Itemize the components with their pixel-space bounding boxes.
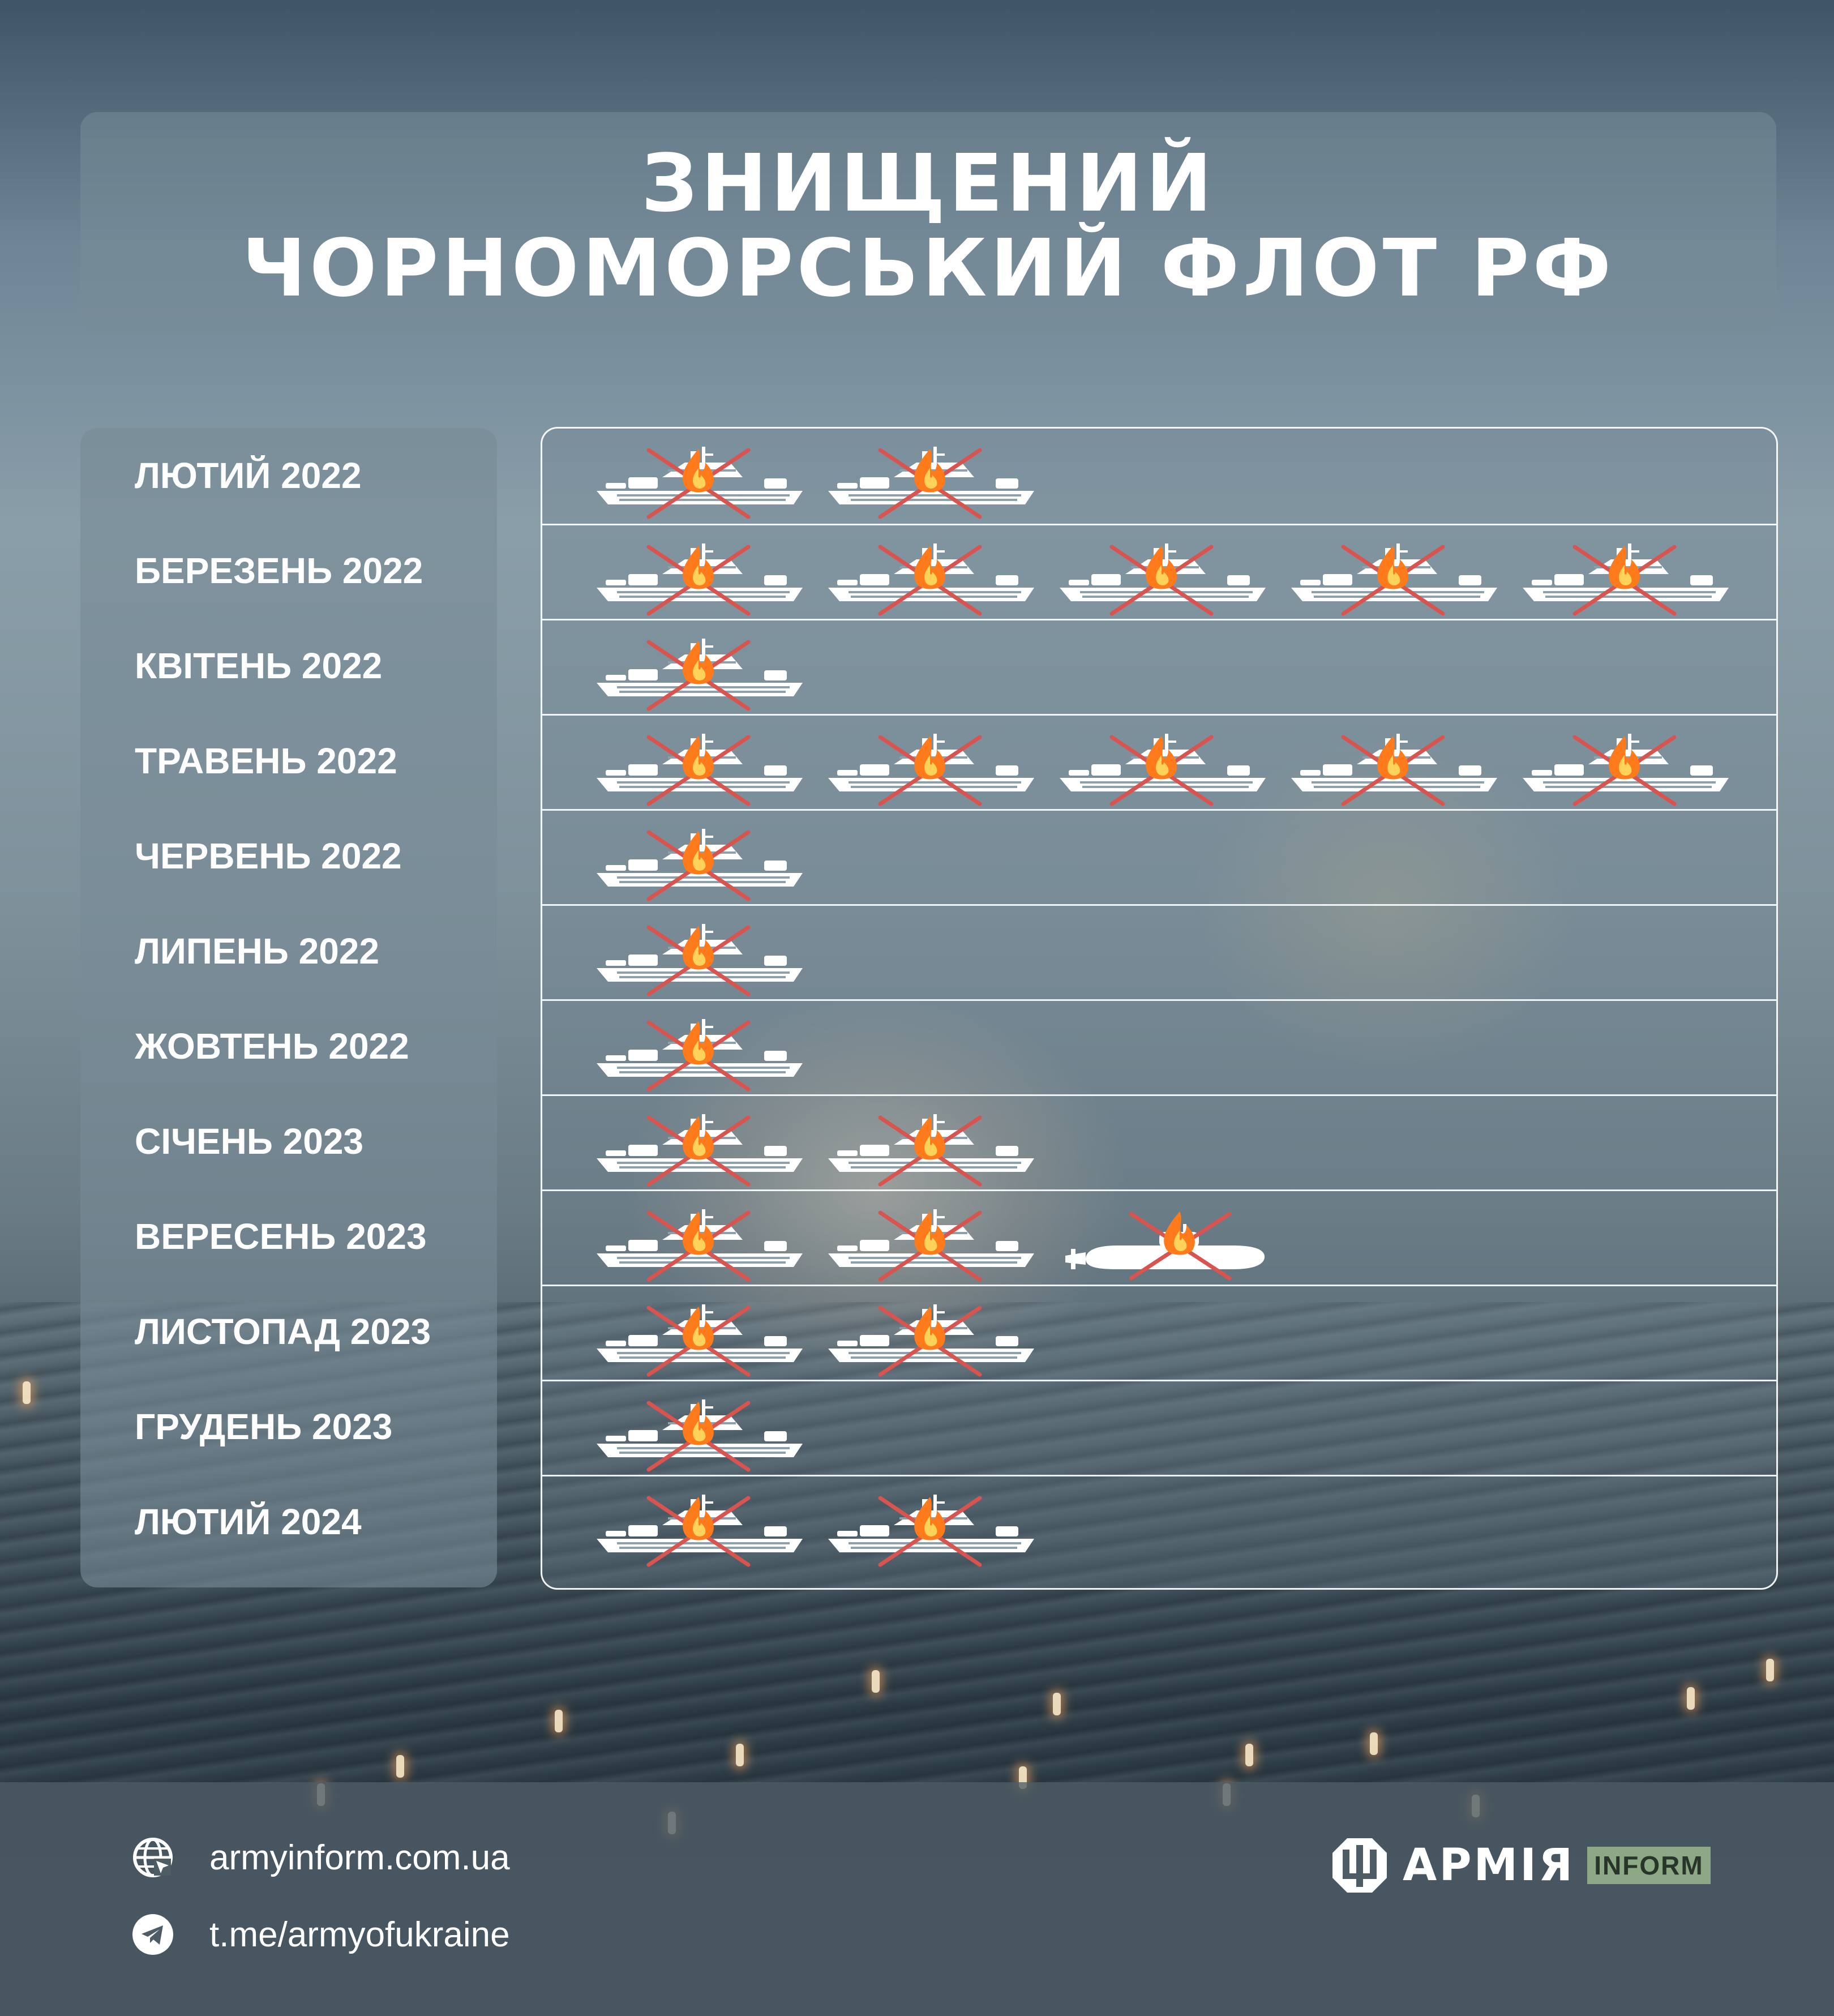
month-label: КВІТЕНЬ 2022 xyxy=(135,645,383,686)
burning-ship-crossed-icon xyxy=(826,1303,1036,1377)
burning-ship-crossed-icon xyxy=(594,1208,805,1282)
month-label: ЛЮТИЙ 2024 xyxy=(135,1501,362,1542)
month-label: ВЕРЕСЕНЬ 2023 xyxy=(135,1216,427,1257)
burning-ship-crossed-icon xyxy=(826,1113,1036,1187)
losses-row xyxy=(542,714,1776,811)
spark xyxy=(1766,1659,1774,1681)
losses-row xyxy=(542,1189,1776,1286)
burning-ship-crossed-icon xyxy=(594,1493,805,1567)
burning-ship-crossed-icon xyxy=(594,1398,805,1472)
losses-row xyxy=(542,429,1776,524)
trident-emblem-icon xyxy=(1332,1838,1387,1893)
burning-ship-crossed-icon xyxy=(594,637,805,711)
losses-row xyxy=(542,1380,1776,1476)
month-label: ЛИСТОПАД 2023 xyxy=(135,1311,431,1352)
losses-grid xyxy=(541,427,1778,1590)
losses-row xyxy=(542,524,1776,620)
burning-ship-crossed-icon xyxy=(594,1018,805,1092)
burning-ship-crossed-icon xyxy=(1057,733,1268,806)
burning-ship-crossed-icon xyxy=(594,923,805,996)
burning-ship-crossed-icon xyxy=(594,446,805,519)
spark xyxy=(1245,1744,1253,1766)
spark xyxy=(555,1710,563,1732)
telegram-link[interactable]: t.me/armyofukraine xyxy=(131,1909,510,1960)
burning-ship-crossed-icon xyxy=(594,542,805,616)
month-label: ТРАВЕНЬ 2022 xyxy=(135,741,397,781)
page-title-line-2: ЧОРНОМОРСЬКИЙ ФЛОТ РФ xyxy=(242,222,1615,315)
brand-name: АРМІЯ xyxy=(1403,1840,1575,1891)
month-label: БЕРЕЗЕНЬ 2022 xyxy=(135,550,423,591)
page-title-line-1: ЗНИЩЕНИЙ xyxy=(641,138,1216,230)
month-label: ЖОВТЕНЬ 2022 xyxy=(135,1026,409,1067)
months-column: ЛЮТИЙ 2022 БЕРЕЗЕНЬ 2022 КВІТЕНЬ 2022 ТРАВЕ… xyxy=(80,428,497,1587)
burning-ship-crossed-icon xyxy=(594,1303,805,1377)
spark xyxy=(872,1670,880,1693)
website-text: armyinform.com.ua xyxy=(209,1838,510,1877)
telegram-icon xyxy=(132,1914,173,1955)
telegram-text: t.me/armyofukraine xyxy=(209,1915,510,1954)
losses-row xyxy=(542,619,1776,716)
losses-row xyxy=(542,999,1776,1096)
losses-row xyxy=(542,1094,1776,1191)
brand-logo: АРМІЯ INFORM xyxy=(1330,1837,1711,1894)
burning-submarine-crossed-icon xyxy=(1063,1208,1274,1282)
losses-row xyxy=(542,809,1776,906)
month-label: ЛИПЕНЬ 2022 xyxy=(135,931,379,971)
burning-ship-crossed-icon xyxy=(826,733,1036,806)
month-label: ЧЕРВЕНЬ 2022 xyxy=(135,836,402,876)
losses-row xyxy=(542,1285,1776,1381)
burning-ship-crossed-icon xyxy=(826,1493,1036,1567)
burning-ship-crossed-icon xyxy=(594,1113,805,1187)
spark xyxy=(23,1381,31,1404)
brand-tag: INFORM xyxy=(1587,1847,1711,1884)
burning-ship-crossed-icon xyxy=(826,1208,1036,1282)
burning-ship-crossed-icon xyxy=(826,446,1036,519)
globe-icon xyxy=(133,1838,173,1877)
burning-ship-crossed-icon xyxy=(594,828,805,901)
burning-ship-crossed-icon xyxy=(1057,542,1268,616)
burning-ship-crossed-icon xyxy=(1289,542,1499,616)
spark xyxy=(396,1755,404,1778)
title-panel: ЗНИЩЕНИЙ ЧОРНОМОРСЬКИЙ ФЛОТ РФ xyxy=(80,112,1776,332)
spark xyxy=(1053,1693,1061,1715)
month-label: СІЧЕНЬ 2023 xyxy=(135,1121,364,1162)
burning-ship-crossed-icon xyxy=(1520,542,1731,616)
burning-ship-crossed-icon xyxy=(594,733,805,806)
spark xyxy=(1687,1687,1695,1710)
spark xyxy=(736,1744,744,1766)
burning-ship-crossed-icon xyxy=(826,542,1036,616)
month-label: ЛЮТИЙ 2022 xyxy=(135,455,362,496)
losses-row xyxy=(542,1475,1776,1572)
burning-ship-crossed-icon xyxy=(1520,733,1731,806)
losses-row xyxy=(542,904,1776,1001)
month-label: ГРУДЕНЬ 2023 xyxy=(135,1406,393,1447)
website-link[interactable]: armyinform.com.ua xyxy=(131,1832,510,1883)
footer: armyinform.com.ua t.me/armyofukraine xyxy=(0,1782,1834,2016)
spark xyxy=(1370,1732,1378,1755)
burning-ship-crossed-icon xyxy=(1289,733,1499,806)
